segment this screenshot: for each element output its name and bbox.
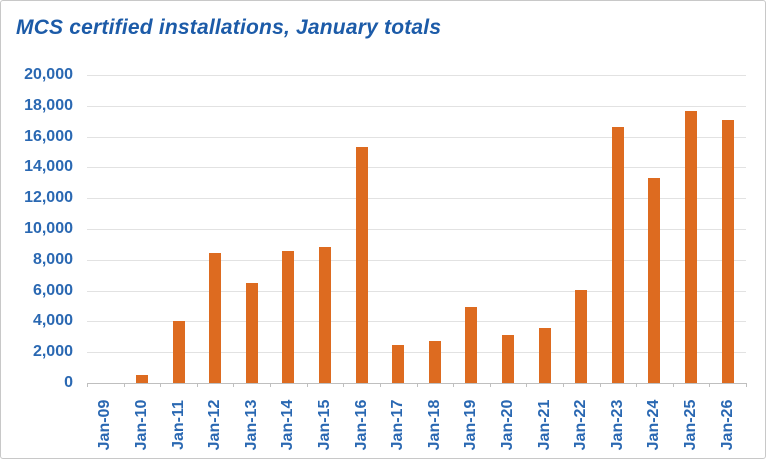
gridline <box>87 259 746 261</box>
x-axis-tick <box>306 383 308 387</box>
x-axis-label: Jan-15 <box>315 399 333 451</box>
x-axis-tick <box>270 383 272 387</box>
x-axis-label: Jan-23 <box>608 399 626 451</box>
y-axis-label: 2,000 <box>32 343 73 361</box>
y-axis-label: 8,000 <box>32 250 73 268</box>
x-axis-label: Jan-18 <box>425 399 443 451</box>
x-axis-tick <box>562 383 564 387</box>
x-axis-tick <box>87 383 88 387</box>
gridline <box>87 198 746 200</box>
y-axis-label: 18,000 <box>24 96 73 114</box>
y-axis-label: 12,000 <box>24 189 73 207</box>
x-axis-tick <box>709 383 711 387</box>
bar-jan-18[interactable] <box>428 340 441 383</box>
x-axis-label: Jan-24 <box>645 399 663 451</box>
bar-jan-14[interactable] <box>282 250 295 383</box>
bar-jan-21[interactable] <box>538 327 551 383</box>
y-axis-label: 14,000 <box>24 158 73 176</box>
x-axis-tick <box>489 383 491 387</box>
x-axis-label: Jan-21 <box>535 399 553 451</box>
x-axis-label: Jan-09 <box>96 399 114 451</box>
bar-jan-13[interactable] <box>245 282 258 383</box>
gridline <box>87 352 746 354</box>
x-axis-tick <box>746 383 747 387</box>
x-axis-label: Jan-14 <box>279 399 297 451</box>
bar-jan-17[interactable] <box>392 345 405 383</box>
x-axis-label: Jan-13 <box>242 399 260 451</box>
x-axis-tick <box>599 383 601 387</box>
bar-jan-16[interactable] <box>355 146 368 383</box>
bar-jan-20[interactable] <box>502 335 515 383</box>
bar-jan-15[interactable] <box>318 247 331 383</box>
chart-title: MCS certified installations, January tot… <box>16 16 442 39</box>
bar-jan-11[interactable] <box>172 320 185 383</box>
bar-jan-12[interactable] <box>209 252 222 383</box>
plot-area <box>87 75 746 384</box>
x-axis-label: Jan-26 <box>718 399 736 451</box>
x-axis-tick <box>343 383 345 387</box>
y-axis-label: 10,000 <box>24 220 73 237</box>
x-axis-tick <box>233 383 235 387</box>
x-axis-label: Jan-16 <box>352 399 370 451</box>
bar-jan-19[interactable] <box>465 306 478 383</box>
bar-jan-22[interactable] <box>575 289 588 383</box>
bar-jan-10[interactable] <box>135 375 148 383</box>
bar-jan-25[interactable] <box>685 111 698 383</box>
x-axis-tick <box>196 383 198 387</box>
bar-jan-23[interactable] <box>611 126 624 383</box>
y-axis-label: 20,000 <box>24 66 73 83</box>
gridline <box>87 321 746 323</box>
x-axis-label: Jan-11 <box>169 400 187 450</box>
y-axis-label: 6,000 <box>32 281 73 299</box>
gridline <box>87 136 746 138</box>
gridline <box>87 290 746 292</box>
x-axis-label: Jan-17 <box>389 399 407 451</box>
x-axis-tick <box>453 383 455 387</box>
gridline <box>87 167 746 169</box>
x-axis-label: Jan-25 <box>682 399 700 451</box>
gridline <box>87 105 746 107</box>
x-axis-tick <box>636 383 638 387</box>
y-axis-label: 16,000 <box>24 127 73 145</box>
x-axis-label: Jan-20 <box>499 399 517 451</box>
bar-jan-24[interactable] <box>648 178 661 383</box>
gridline <box>87 75 746 76</box>
bar-jan-26[interactable] <box>721 119 734 383</box>
x-axis-label: Jan-22 <box>572 399 590 451</box>
y-axis-label: 0 <box>64 374 73 391</box>
y-axis-label: 4,000 <box>32 312 73 330</box>
x-axis-tick <box>123 383 125 387</box>
gridline <box>87 229 746 230</box>
x-axis-tick <box>160 383 162 387</box>
x-axis-label: Jan-10 <box>132 399 150 451</box>
x-axis-label: Jan-12 <box>206 399 224 451</box>
x-axis-tick <box>526 383 528 387</box>
x-axis-tick <box>379 383 381 387</box>
x-axis-tick <box>416 383 418 387</box>
x-axis-tick <box>672 383 674 387</box>
x-axis-label: Jan-19 <box>462 399 480 451</box>
